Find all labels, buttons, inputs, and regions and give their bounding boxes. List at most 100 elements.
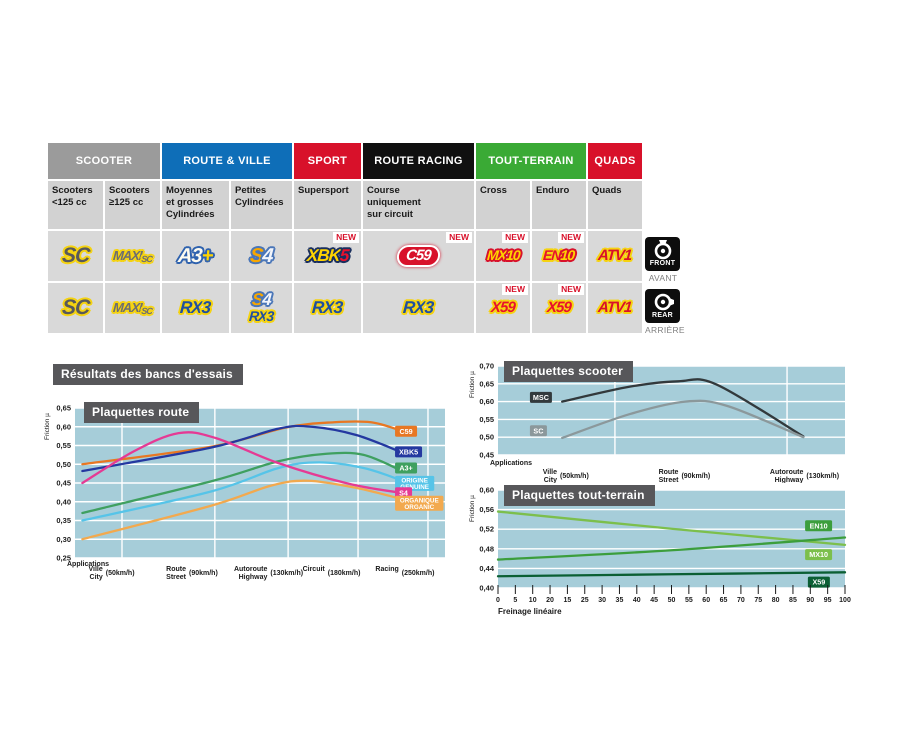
legend-chip-label: MX10 bbox=[809, 550, 828, 559]
legend-chip-label: ORGANIQUE bbox=[400, 497, 439, 504]
table-group-header-tout-terrain: TOUT-TERRAIN bbox=[476, 143, 586, 179]
logo-s4: S4 bbox=[249, 244, 274, 268]
legend-chip bbox=[395, 462, 418, 474]
x-tick-label: 60 bbox=[702, 597, 710, 604]
legend-chip-label: ORGANIC bbox=[404, 504, 434, 511]
logo-text: 4 bbox=[261, 244, 274, 267]
front-row-cell: NEW C59 bbox=[363, 231, 474, 281]
front-brake-disc-icon bbox=[654, 240, 671, 260]
x-axis-caption: Freinage linéaire bbox=[498, 607, 562, 616]
table-subheader: Course uniquement sur circuit bbox=[363, 181, 474, 229]
table-group-header-route-ville: ROUTE & VILLE bbox=[162, 143, 292, 179]
logo-mx10: MX10 bbox=[486, 247, 520, 265]
logo-atv1: ATV1 bbox=[598, 299, 632, 317]
logo-x59: X59 bbox=[547, 299, 572, 317]
legend-chip-label: EN10 bbox=[810, 521, 828, 530]
y-axis-label: Friction µ bbox=[44, 413, 51, 440]
x-category-fr: Ville bbox=[88, 566, 102, 573]
logo-text: RX bbox=[179, 298, 203, 317]
y-tick-label: 0,65 bbox=[479, 379, 494, 388]
x-tick-label: 40 bbox=[633, 597, 641, 604]
x-tick-label: 65 bbox=[720, 597, 728, 604]
logo-text: ATV1 bbox=[597, 247, 633, 264]
series-line-organique-organic bbox=[81, 479, 402, 541]
legend-chip-label: GENUINE bbox=[400, 484, 429, 491]
rear-label: REAR bbox=[651, 312, 674, 319]
logo-maxisc: MAXISC bbox=[112, 247, 152, 265]
logo-text: + bbox=[201, 244, 214, 267]
logo-rx3: RX3 bbox=[249, 307, 275, 324]
legend-chip-label: X59 bbox=[812, 578, 825, 587]
logo-s4: S4 bbox=[251, 290, 272, 310]
y-axis-label: Friction µ bbox=[469, 495, 476, 522]
x-tick-label: 50 bbox=[668, 597, 676, 604]
logo-en10: EN10 bbox=[543, 247, 575, 265]
front-row-cell: SC bbox=[48, 231, 103, 281]
logo-text: 3 bbox=[266, 307, 275, 324]
table-subheader: Quads bbox=[588, 181, 642, 229]
logo-text: 3 bbox=[424, 298, 435, 317]
chart-canvas-tt: 0,60 0,56 0,52 0,48 0,44 0,40 Friction µ EN10 MX… bbox=[469, 486, 851, 617]
series-line-en10 bbox=[496, 536, 847, 561]
y-tick-label: 0,60 bbox=[479, 486, 494, 495]
y-tick-label: 0,45 bbox=[479, 451, 494, 460]
x-tick-label: 95 bbox=[824, 597, 832, 604]
x-category-speed: (90km/h) bbox=[681, 473, 710, 480]
front-row-cell: MAXISC bbox=[105, 231, 160, 281]
series-line-msc bbox=[561, 378, 805, 438]
rear-position-badge: REAR ARRIÈRE bbox=[645, 289, 685, 335]
y-tick-label: 0,65 bbox=[56, 404, 71, 413]
logo-atv1: ATV1 bbox=[598, 247, 632, 265]
logo-text: 5 bbox=[339, 246, 349, 265]
y-tick-label: 0,40 bbox=[56, 497, 71, 506]
chart-canvas-route: 0,65 0,60 0,55 0,50 0,45 0,40 0,35 0,30 0,25 Fric… bbox=[44, 404, 445, 581]
series-line-x59 bbox=[496, 571, 847, 578]
series-line-xbk5 bbox=[81, 424, 402, 473]
logo-text: SC bbox=[61, 244, 90, 267]
x-category-fr: Autoroute bbox=[770, 469, 804, 476]
y-tick-label: 0,50 bbox=[56, 460, 71, 469]
front-badge-box: FRONT bbox=[645, 237, 680, 271]
legend-chip-label: MSC bbox=[533, 393, 549, 402]
logo-text: ATV1 bbox=[597, 299, 633, 316]
y-tick-label: 0,44 bbox=[479, 564, 494, 573]
chart-title-route: Plaquettes route bbox=[84, 402, 200, 423]
y-tick-label: 0,50 bbox=[479, 433, 494, 442]
x-tick-label: 85 bbox=[789, 597, 797, 604]
rear-row-cell: MAXISC bbox=[105, 283, 160, 333]
y-tick-label: 0,60 bbox=[479, 397, 494, 406]
x-category-fr: Racing bbox=[375, 566, 398, 573]
table-subheader: Petites Cylindrées bbox=[231, 181, 292, 229]
y-tick-label: 0,35 bbox=[56, 516, 71, 525]
legend-chip bbox=[529, 391, 552, 403]
x-tick-label: 80 bbox=[772, 597, 780, 604]
logo-maxisc: MAXISC bbox=[112, 299, 152, 317]
logo-xbk5: XBK5 bbox=[306, 246, 349, 266]
legend-chip bbox=[395, 446, 423, 458]
x-category-fr: Route bbox=[659, 469, 679, 476]
x-category-en: City bbox=[544, 477, 557, 483]
x-tick-label: 90 bbox=[806, 597, 814, 604]
y-tick-label: 0,55 bbox=[479, 415, 494, 424]
legend-chip bbox=[529, 425, 547, 437]
table-subheader: Enduro bbox=[532, 181, 586, 229]
logo-a3plus: A3+ bbox=[178, 245, 214, 268]
table-group-header-sport: SPORT bbox=[294, 143, 361, 179]
legend-chip bbox=[805, 549, 833, 561]
logo-text: 4 bbox=[261, 290, 272, 310]
logo-text: MX bbox=[486, 247, 507, 263]
legend-chip bbox=[807, 576, 830, 588]
stacked-logos: S4 RX3 bbox=[249, 290, 275, 324]
table-subheader: Scooters ≥125 cc bbox=[105, 181, 160, 229]
front-row-cell: NEW EN10 bbox=[532, 231, 586, 281]
x-tick-label: 20 bbox=[546, 597, 554, 604]
logo-text: MAXI bbox=[112, 300, 143, 315]
x-category-fr: Circuit bbox=[303, 566, 326, 573]
logo-text: SC bbox=[61, 296, 90, 319]
x-category-speed: (180km/h) bbox=[328, 570, 361, 577]
logo-text: 10 bbox=[505, 247, 520, 263]
x-category-en: Street bbox=[659, 477, 680, 483]
legend-chip-label: C59 bbox=[399, 427, 412, 436]
rear-badge-box: REAR bbox=[645, 289, 680, 323]
table-group-header-route-racing: ROUTE RACING bbox=[363, 143, 474, 179]
